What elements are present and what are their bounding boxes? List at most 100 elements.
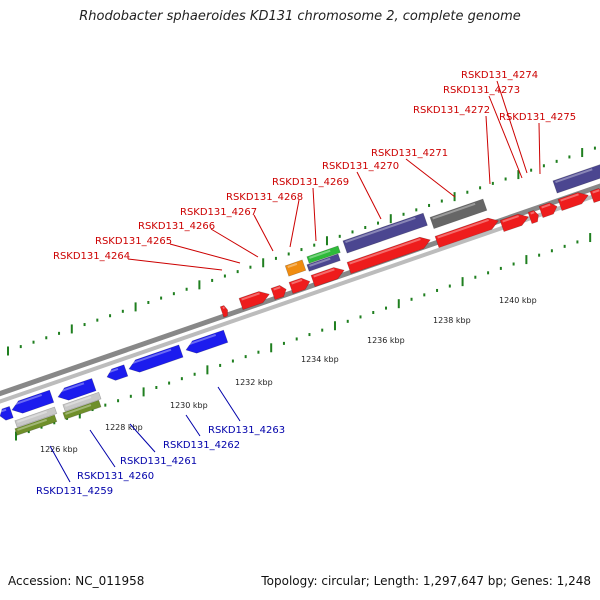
scale-labels: 1226 kbp 1228 kbp 1230 kbp 1232 kbp 1234 kbp… bbox=[40, 296, 537, 454]
gene-4271-shape bbox=[499, 213, 529, 233]
gene-4274-highlight bbox=[560, 193, 579, 202]
gene-4268-shape bbox=[310, 267, 345, 288]
leader-line bbox=[253, 214, 274, 252]
accession-text: Accession: NC_011958 bbox=[8, 574, 145, 588]
leader-line bbox=[49, 445, 71, 483]
gene-label-forward: RSKD131_4274 bbox=[461, 70, 538, 81]
gene-label-forward: RSKD131_4272 bbox=[413, 105, 490, 116]
gene-silver-2-highlight bbox=[65, 396, 92, 407]
leader-line bbox=[405, 158, 456, 198]
genome-summary: Topology: circular; Length: 1,297,647 bp… bbox=[261, 574, 591, 588]
lower-tick-row bbox=[15, 233, 592, 441]
gene-4260-shape bbox=[11, 389, 55, 414]
gene-4260 bbox=[11, 389, 55, 414]
gene-features bbox=[0, 164, 600, 436]
gene-4259-highlight bbox=[0, 408, 7, 413]
leader-line bbox=[89, 429, 116, 468]
gene-silver-2-shape bbox=[62, 391, 102, 412]
gene-4261-highlight bbox=[58, 382, 85, 394]
gene-4272-shape bbox=[527, 210, 539, 225]
genome-backbone bbox=[0, 183, 600, 404]
leader-line bbox=[289, 199, 300, 248]
gene-4265-highlight bbox=[241, 292, 260, 301]
gene-4262a bbox=[106, 364, 129, 381]
gene-label-forward: RSKD131_4270 bbox=[322, 161, 399, 172]
leader-line bbox=[312, 187, 317, 242]
gene-orange-shape bbox=[284, 259, 307, 277]
genome-title: Rhodobacter sphaeroides KD131 chromosome… bbox=[79, 9, 521, 24]
scale-label: 1236 kbp bbox=[367, 336, 405, 345]
gene-label-forward: RSKD131_4273 bbox=[443, 85, 520, 96]
gene-olive-2-highlight bbox=[65, 404, 92, 415]
gene-4262b-highlight bbox=[129, 348, 172, 366]
gene-purple-small-highlight bbox=[309, 257, 331, 267]
gene-purple-large bbox=[342, 212, 428, 254]
gene-green-highlight bbox=[309, 249, 331, 259]
gene-purple-large-shape bbox=[342, 212, 428, 254]
gene-4273-shape bbox=[538, 202, 558, 219]
gene-4269 bbox=[346, 236, 431, 275]
gene-4270-shape bbox=[434, 217, 499, 249]
gene-4265 bbox=[238, 291, 270, 311]
leader-line bbox=[485, 115, 491, 185]
gene-4273-highlight bbox=[541, 203, 551, 209]
leader-line bbox=[185, 414, 201, 437]
gene-green bbox=[306, 245, 341, 264]
gene-silver-2 bbox=[62, 391, 102, 412]
gene-orange-highlight bbox=[287, 262, 298, 268]
gene-purple-right bbox=[552, 164, 600, 194]
gene-label-forward: RSKD131_4266 bbox=[138, 221, 215, 232]
gene-label-reverse: RSKD131_4263 bbox=[208, 425, 285, 436]
label-leaders bbox=[49, 80, 541, 483]
gene-label-forward: RSKD131_4265 bbox=[95, 236, 172, 247]
gene-label-reverse: RSKD131_4261 bbox=[120, 456, 197, 467]
gene-4271-highlight bbox=[502, 215, 519, 223]
gene-label-forward: RSKD131_4268 bbox=[226, 192, 303, 203]
leader-line bbox=[210, 228, 259, 258]
gene-olive-1-shape bbox=[14, 414, 58, 436]
gene-label-forward: RSKD131_4275 bbox=[499, 112, 576, 123]
gene-purple-right-shape bbox=[552, 164, 600, 194]
gene-4262b-shape bbox=[128, 344, 184, 373]
gene-4274-shape bbox=[557, 192, 589, 212]
gene-label-reverse: RSKD131_4260 bbox=[77, 471, 154, 482]
gene-label-reverse: RSKD131_4262 bbox=[163, 440, 240, 451]
gene-label-reverse: RSKD131_4259 bbox=[36, 486, 113, 497]
gene-silver-1-highlight bbox=[17, 410, 48, 423]
gene-4275-highlight bbox=[592, 189, 600, 194]
gene-silver-1-shape bbox=[14, 406, 58, 428]
gene-labels: RSKD131_4264 RSKD131_4265 RSKD131_4266 RSKD… bbox=[36, 70, 576, 497]
leader-line bbox=[538, 122, 541, 175]
gene-4267-shape bbox=[288, 277, 311, 295]
gene-4270-highlight bbox=[437, 218, 489, 239]
gene-4262a-shape bbox=[106, 364, 129, 381]
gene-4272-highlight bbox=[530, 211, 535, 215]
scale-label: 1226 kbp bbox=[40, 445, 78, 454]
gene-purple-right-highlight bbox=[555, 168, 593, 184]
gene-4274 bbox=[557, 192, 589, 212]
gene-4273 bbox=[538, 202, 558, 219]
gene-4264 bbox=[219, 305, 228, 318]
leader-line bbox=[356, 171, 382, 220]
gene-gray-shape bbox=[429, 198, 488, 230]
gene-4269-highlight bbox=[349, 238, 421, 265]
gene-4269-shape bbox=[346, 236, 431, 275]
gene-purple-small bbox=[306, 253, 341, 272]
gene-4265-shape bbox=[238, 291, 270, 311]
gene-label-forward: RSKD131_4264 bbox=[53, 251, 130, 262]
gene-4263 bbox=[185, 329, 229, 354]
leader-line bbox=[488, 95, 523, 179]
scale-label: 1232 kbp bbox=[235, 378, 273, 387]
gene-4268 bbox=[310, 267, 345, 288]
gene-4259-shape bbox=[0, 406, 14, 421]
gene-gray-highlight bbox=[432, 202, 476, 220]
gene-gray bbox=[429, 198, 488, 230]
gene-olive-2 bbox=[62, 399, 102, 420]
scale-label: 1238 kbp bbox=[433, 316, 471, 325]
scale-label: 1230 kbp bbox=[170, 401, 208, 410]
leader-line bbox=[127, 258, 223, 271]
gene-4266-highlight bbox=[273, 286, 281, 291]
gene-4264-shape bbox=[219, 305, 228, 318]
gene-purple-small-shape bbox=[306, 253, 341, 272]
